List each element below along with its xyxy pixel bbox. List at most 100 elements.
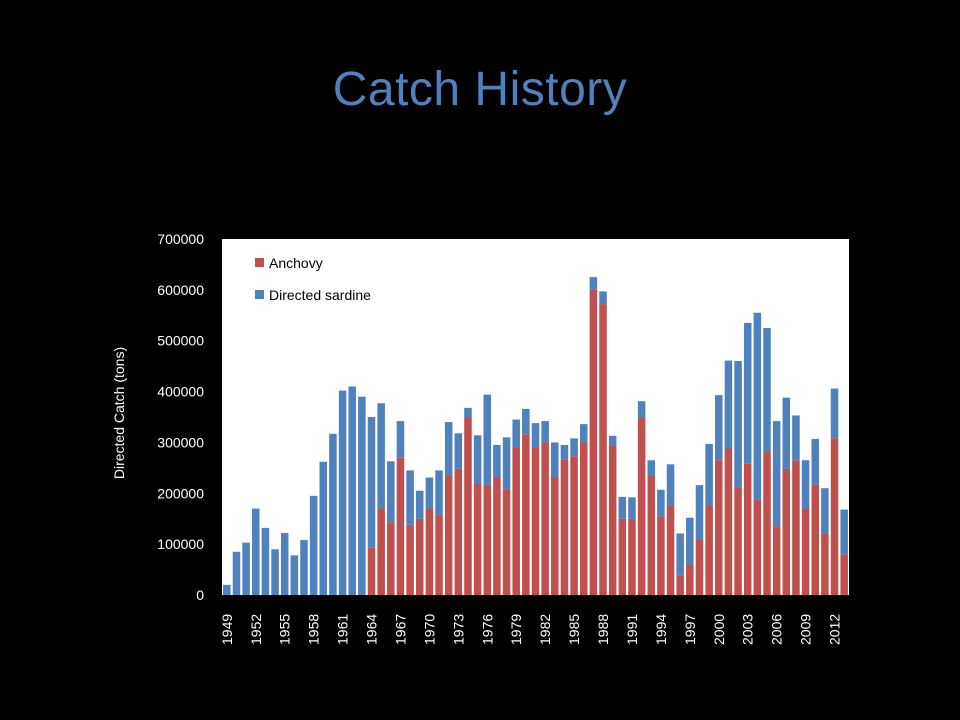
bar-anchovy-2004	[753, 499, 762, 595]
bar-sardine-1969	[415, 490, 424, 519]
bar-sardine-1951	[242, 542, 250, 595]
y-tick-label: 500000	[157, 333, 204, 349]
legend-label-sardine: Directed sardine	[269, 287, 371, 303]
y-axis-label: Directed Catch (tons)	[111, 347, 127, 479]
bar-anchovy-1977	[493, 477, 501, 595]
bar-anchovy-1986	[579, 442, 588, 595]
bar-sardine-1972	[444, 422, 453, 476]
y-tick-label: 600000	[157, 282, 204, 298]
y-tick-label: 700000	[157, 231, 204, 247]
bar-anchovy-1996	[676, 575, 684, 595]
legend-swatch-sardine	[255, 290, 264, 299]
bar-anchovy-1965	[377, 508, 385, 595]
bar-sardine-1965	[377, 403, 385, 509]
x-tick-label: 2012	[827, 614, 843, 645]
bar-anchovy-1968	[406, 524, 414, 595]
bar-sardine-1966	[387, 461, 395, 523]
x-tick-label: 1958	[306, 614, 322, 645]
bar-anchovy-1994	[657, 516, 665, 595]
bar-sardine-2006	[772, 421, 781, 527]
y-tick-label: 300000	[157, 434, 204, 450]
bar-sardine-1954	[271, 549, 279, 595]
bar-anchovy-2006	[772, 526, 781, 595]
bar-anchovy-1995	[666, 506, 675, 595]
bar-anchovy-1972	[444, 475, 453, 595]
bar-sardine-1957	[300, 540, 308, 595]
bar-anchovy-1979	[512, 447, 520, 595]
bar-sardine-1953	[261, 527, 270, 595]
bar-anchovy-1987	[589, 289, 598, 595]
x-tick-label: 1967	[393, 614, 409, 645]
bar-sardine-1964	[367, 417, 376, 548]
bar-sardine-1996	[676, 533, 684, 576]
bar-sardine-1977	[493, 444, 501, 478]
x-tick-label: 1997	[682, 614, 698, 645]
bar-sardine-1983	[551, 442, 559, 478]
x-tick-label: 1964	[364, 614, 380, 645]
bar-anchovy-1975	[473, 483, 482, 595]
bar-sardine-1961	[338, 390, 347, 595]
x-tick-label: 1988	[595, 614, 611, 645]
bar-anchovy-2002	[734, 487, 742, 595]
bar-anchovy-1969	[415, 518, 424, 595]
y-axis-ticks: 0 100000 200000 300000 400000 500000 600000 700…	[157, 231, 204, 603]
x-tick-label: 1994	[653, 614, 669, 645]
bar-sardine-2009	[801, 460, 810, 509]
bar-sardine-2002	[734, 361, 742, 488]
bar-anchovy-1982	[541, 442, 549, 595]
bar-anchovy-1978	[502, 489, 511, 595]
x-tick-label: 2006	[769, 614, 785, 645]
x-tick-label: 1949	[219, 614, 235, 645]
x-tick-label: 2003	[740, 614, 756, 645]
y-tick-label: 100000	[157, 536, 204, 552]
bar-sardine-1980	[522, 408, 530, 435]
bar-sardine-1956	[290, 555, 299, 595]
bar-sardine-1988	[599, 291, 607, 305]
x-tick-label: 1970	[421, 614, 437, 645]
bar-anchovy-1998	[695, 539, 704, 595]
bar-sardine-1990	[618, 496, 627, 519]
bar-anchovy-1985	[570, 456, 578, 595]
bar-anchovy-1999	[705, 506, 713, 595]
bar-sardine-1949	[223, 584, 231, 595]
bar-sardine-2010	[811, 438, 819, 485]
bar-sardine-1967	[396, 421, 405, 458]
bar-anchovy-1992	[637, 418, 646, 595]
bar-anchovy-1971	[435, 514, 443, 595]
legend-swatch-anchovy	[255, 258, 264, 267]
bar-sardine-2003	[743, 322, 752, 464]
bar-sardine-1997	[686, 517, 694, 565]
bar-anchovy-2007	[782, 468, 791, 595]
bar-sardine-2004	[753, 312, 762, 500]
bar-sardine-1974	[464, 407, 472, 417]
y-tick-label: 0	[196, 587, 204, 603]
bar-anchovy-1976	[483, 484, 492, 595]
bar-sardine-1981	[531, 423, 540, 448]
y-tick-label: 400000	[157, 384, 204, 400]
x-tick-label: 1973	[450, 614, 466, 645]
bar-sardine-1975	[473, 435, 482, 484]
bar-sardine-1971	[435, 470, 443, 515]
bar-sardine-1952	[252, 508, 260, 595]
bar-anchovy-2008	[792, 460, 800, 595]
legend: Anchovy Directed sardine	[255, 255, 371, 303]
bar-sardine-1993	[647, 460, 656, 476]
x-tick-label: 2000	[711, 614, 727, 645]
bar-sardine-1998	[695, 485, 704, 540]
bar-sardine-1978	[502, 437, 511, 490]
bar-sardine-2008	[792, 415, 800, 461]
bar-sardine-2005	[763, 328, 771, 452]
bar-anchovy-2011	[821, 533, 829, 595]
bar-sardine-1955	[280, 532, 289, 595]
bar-anchovy-2010	[811, 484, 819, 595]
legend-label-anchovy: Anchovy	[269, 255, 323, 271]
bar-anchovy-2001	[724, 448, 733, 595]
bar-anchovy-1997	[686, 564, 694, 595]
x-tick-label: 2009	[798, 614, 814, 645]
bar-sardine-1985	[570, 438, 578, 457]
bar-anchovy-2003	[743, 463, 752, 595]
bar-sardine-1959	[319, 461, 328, 595]
y-tick-label: 200000	[157, 485, 204, 501]
bar-sardine-2000	[715, 395, 723, 461]
